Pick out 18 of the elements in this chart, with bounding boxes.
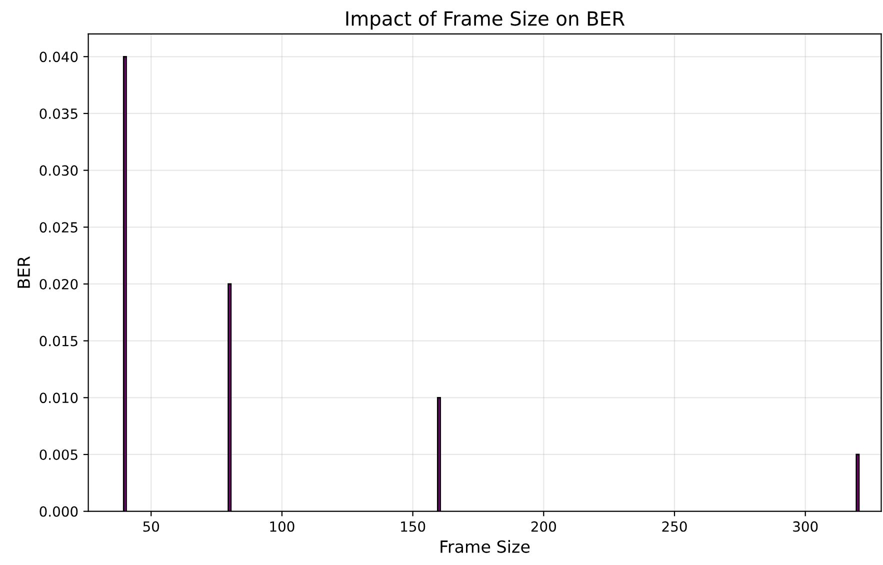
x-tick-label: 100 [270,521,294,532]
chart-title: Impact of Frame Size on BER [346,10,625,30]
x-tick-label: 150 [401,521,426,532]
y-tick-label: 0.035 [40,108,78,119]
x-tick-label: 300 [793,521,818,532]
y-tick-label: 0.040 [40,52,78,62]
x-tick-label: 50 [143,521,160,532]
y-tick-label: 0.020 [40,278,78,290]
x-tick-label: 200 [531,521,556,532]
y-tick-label: 0.030 [40,165,78,176]
y-tick-label: 0.025 [40,222,78,233]
y-tick-label: 0.015 [40,336,78,346]
y-axis-title: BER [18,256,30,288]
x-axis-title: Frame Size [440,540,530,553]
x-tick-label: 250 [662,521,687,532]
y-tick-label: 0.005 [40,449,78,460]
y-tick-label: 0.010 [40,392,78,404]
y-tick-label: 0.000 [40,506,78,517]
